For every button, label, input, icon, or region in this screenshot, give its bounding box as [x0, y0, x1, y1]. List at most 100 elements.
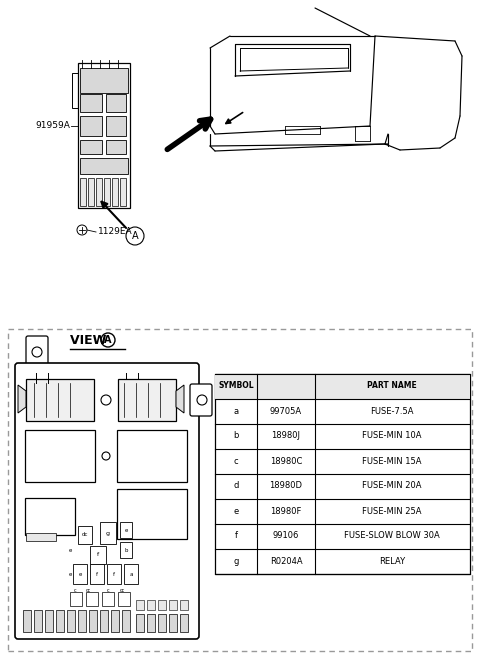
Text: 18980F: 18980F: [270, 506, 302, 516]
Bar: [26, 533, 56, 541]
Bar: [169, 600, 177, 610]
Bar: [120, 522, 132, 538]
Text: FUSE-SLOW BLOW 30A: FUSE-SLOW BLOW 30A: [344, 531, 440, 541]
Text: g: g: [233, 556, 239, 565]
Bar: [215, 374, 470, 574]
Bar: [100, 610, 108, 632]
Text: 18980C: 18980C: [270, 457, 302, 466]
Circle shape: [197, 395, 207, 405]
Text: f: f: [96, 571, 98, 577]
Bar: [90, 546, 106, 564]
FancyBboxPatch shape: [26, 336, 48, 368]
Bar: [78, 63, 130, 208]
Text: f: f: [97, 552, 99, 558]
Bar: [89, 610, 97, 632]
Circle shape: [77, 225, 87, 235]
Bar: [8, 329, 472, 651]
Bar: [80, 116, 102, 136]
Text: e: e: [68, 548, 72, 552]
Bar: [100, 522, 116, 544]
Text: f: f: [113, 571, 115, 577]
Text: FUSE-MIN 15A: FUSE-MIN 15A: [362, 457, 422, 466]
Bar: [106, 140, 126, 154]
Bar: [80, 178, 86, 206]
Bar: [80, 68, 128, 93]
FancyBboxPatch shape: [25, 430, 95, 482]
FancyBboxPatch shape: [15, 363, 199, 639]
Bar: [104, 178, 110, 206]
Bar: [88, 178, 94, 206]
Text: cc: cc: [85, 588, 91, 592]
Text: 91959A: 91959A: [35, 121, 70, 131]
Text: FUSE-7.5A: FUSE-7.5A: [370, 407, 414, 415]
Bar: [180, 600, 188, 610]
Text: FUSE-MIN 20A: FUSE-MIN 20A: [362, 482, 422, 491]
Text: SYMBOL: SYMBOL: [218, 382, 254, 390]
Bar: [147, 614, 155, 632]
FancyBboxPatch shape: [117, 489, 187, 539]
Text: a: a: [129, 571, 133, 577]
Bar: [80, 158, 128, 174]
Bar: [45, 610, 53, 632]
Bar: [118, 592, 130, 606]
Bar: [56, 610, 64, 632]
Bar: [122, 610, 130, 632]
Text: 18980D: 18980D: [269, 482, 302, 491]
Bar: [70, 592, 82, 606]
Text: A: A: [132, 231, 138, 241]
FancyBboxPatch shape: [118, 379, 176, 421]
Text: g: g: [106, 531, 110, 537]
Bar: [86, 592, 98, 606]
Polygon shape: [18, 385, 26, 413]
Circle shape: [102, 452, 110, 460]
Text: 18980J: 18980J: [272, 432, 300, 440]
Bar: [106, 116, 126, 136]
Bar: [111, 610, 119, 632]
FancyBboxPatch shape: [26, 379, 94, 421]
Text: d: d: [233, 482, 239, 491]
Text: a: a: [233, 407, 239, 415]
Text: R0204A: R0204A: [270, 556, 302, 565]
Text: FUSE-MIN 25A: FUSE-MIN 25A: [362, 506, 422, 516]
FancyBboxPatch shape: [190, 384, 212, 416]
Circle shape: [126, 227, 144, 245]
Bar: [180, 614, 188, 632]
Text: e: e: [233, 506, 239, 516]
Bar: [106, 94, 126, 112]
Bar: [169, 614, 177, 632]
Bar: [80, 140, 102, 154]
Bar: [124, 564, 138, 584]
Bar: [147, 600, 155, 610]
Bar: [120, 542, 132, 558]
Bar: [136, 600, 144, 610]
Bar: [96, 178, 102, 206]
Text: c: c: [234, 457, 238, 466]
Bar: [158, 614, 166, 632]
FancyBboxPatch shape: [117, 430, 187, 482]
Text: e: e: [124, 527, 128, 533]
Bar: [120, 178, 126, 206]
Text: PART NAME: PART NAME: [367, 382, 417, 390]
Text: 99106: 99106: [273, 531, 299, 541]
Text: e: e: [78, 571, 82, 577]
Bar: [102, 592, 114, 606]
Text: c: c: [107, 588, 109, 592]
Bar: [215, 374, 470, 399]
Text: b: b: [124, 548, 128, 552]
Bar: [34, 610, 42, 632]
Text: A: A: [104, 335, 112, 345]
Bar: [158, 600, 166, 610]
Text: 1129EA: 1129EA: [98, 228, 132, 237]
Text: cc: cc: [120, 588, 125, 592]
FancyBboxPatch shape: [25, 498, 75, 535]
Bar: [78, 610, 86, 632]
Text: f: f: [235, 531, 238, 541]
Polygon shape: [176, 385, 184, 413]
Text: 99705A: 99705A: [270, 407, 302, 415]
Circle shape: [101, 333, 115, 347]
Text: b: b: [233, 432, 239, 440]
Circle shape: [32, 347, 42, 357]
Text: FUSE-MIN 10A: FUSE-MIN 10A: [362, 432, 422, 440]
Bar: [23, 610, 31, 632]
Bar: [112, 178, 118, 206]
